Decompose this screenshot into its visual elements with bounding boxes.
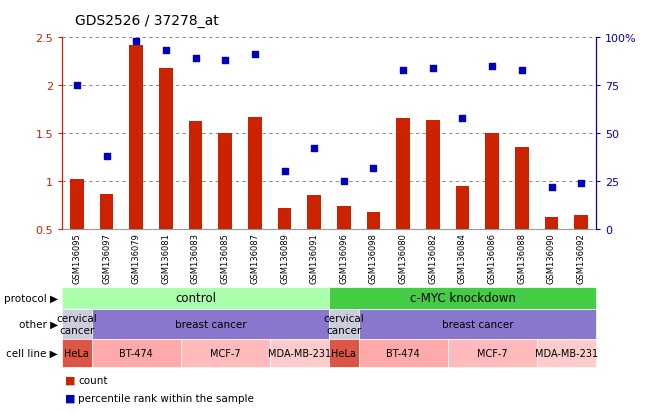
Bar xyxy=(159,69,173,230)
Text: HeLa: HeLa xyxy=(331,348,356,358)
Point xyxy=(339,178,349,185)
Bar xyxy=(486,134,499,230)
Text: ■: ■ xyxy=(65,375,76,385)
Bar xyxy=(367,212,380,230)
Bar xyxy=(100,195,113,230)
Point xyxy=(220,57,230,64)
Point xyxy=(517,67,527,74)
Text: percentile rank within the sample: percentile rank within the sample xyxy=(78,393,254,403)
Bar xyxy=(307,196,321,230)
Bar xyxy=(426,120,439,230)
Text: protocol ▶: protocol ▶ xyxy=(4,293,58,303)
Point xyxy=(161,48,171,55)
Bar xyxy=(248,117,262,230)
Text: cell line ▶: cell line ▶ xyxy=(7,348,58,358)
Bar xyxy=(515,148,529,230)
Point xyxy=(249,52,260,59)
Bar xyxy=(329,309,359,339)
Bar xyxy=(359,339,448,367)
Text: breast cancer: breast cancer xyxy=(174,319,246,329)
Bar xyxy=(456,186,469,230)
Text: cervical
cancer: cervical cancer xyxy=(57,313,97,335)
Bar xyxy=(270,339,329,367)
Text: MCF-7: MCF-7 xyxy=(477,348,508,358)
Text: c-MYC knockdown: c-MYC knockdown xyxy=(409,292,516,305)
Bar xyxy=(70,180,83,230)
Point xyxy=(279,169,290,175)
Point xyxy=(72,83,82,89)
Text: BT-474: BT-474 xyxy=(119,348,153,358)
Text: HeLa: HeLa xyxy=(64,348,89,358)
Bar xyxy=(130,45,143,230)
Bar xyxy=(536,339,596,367)
Bar xyxy=(396,119,410,230)
Bar xyxy=(448,339,536,367)
Text: BT-474: BT-474 xyxy=(386,348,420,358)
Bar xyxy=(62,309,92,339)
Text: MDA-MB-231: MDA-MB-231 xyxy=(268,348,331,358)
Point xyxy=(487,63,497,70)
Bar xyxy=(545,217,558,230)
Bar xyxy=(62,339,92,367)
Text: GDS2526 / 37278_at: GDS2526 / 37278_at xyxy=(75,14,219,28)
Text: ■: ■ xyxy=(65,393,76,403)
Point xyxy=(309,146,320,152)
Bar xyxy=(181,339,270,367)
Bar xyxy=(329,339,359,367)
Point xyxy=(102,153,112,160)
Bar xyxy=(359,309,596,339)
Bar xyxy=(219,134,232,230)
Point xyxy=(131,38,141,45)
Bar xyxy=(574,215,588,230)
Text: control: control xyxy=(175,292,216,305)
Point xyxy=(576,180,587,187)
Point xyxy=(546,184,557,191)
Bar xyxy=(92,309,329,339)
Text: cervical
cancer: cervical cancer xyxy=(324,313,364,335)
Bar xyxy=(337,206,350,230)
Text: MDA-MB-231: MDA-MB-231 xyxy=(534,348,598,358)
Text: count: count xyxy=(78,375,108,385)
Text: MCF-7: MCF-7 xyxy=(210,348,240,358)
Bar xyxy=(329,287,596,309)
Point xyxy=(428,65,438,72)
Point xyxy=(398,67,408,74)
Point xyxy=(368,165,379,171)
Bar xyxy=(62,287,329,309)
Text: other ▶: other ▶ xyxy=(19,319,58,329)
Point xyxy=(190,56,201,62)
Bar xyxy=(189,122,202,230)
Text: breast cancer: breast cancer xyxy=(441,319,513,329)
Bar xyxy=(92,339,181,367)
Point xyxy=(457,115,467,122)
Bar xyxy=(278,209,291,230)
